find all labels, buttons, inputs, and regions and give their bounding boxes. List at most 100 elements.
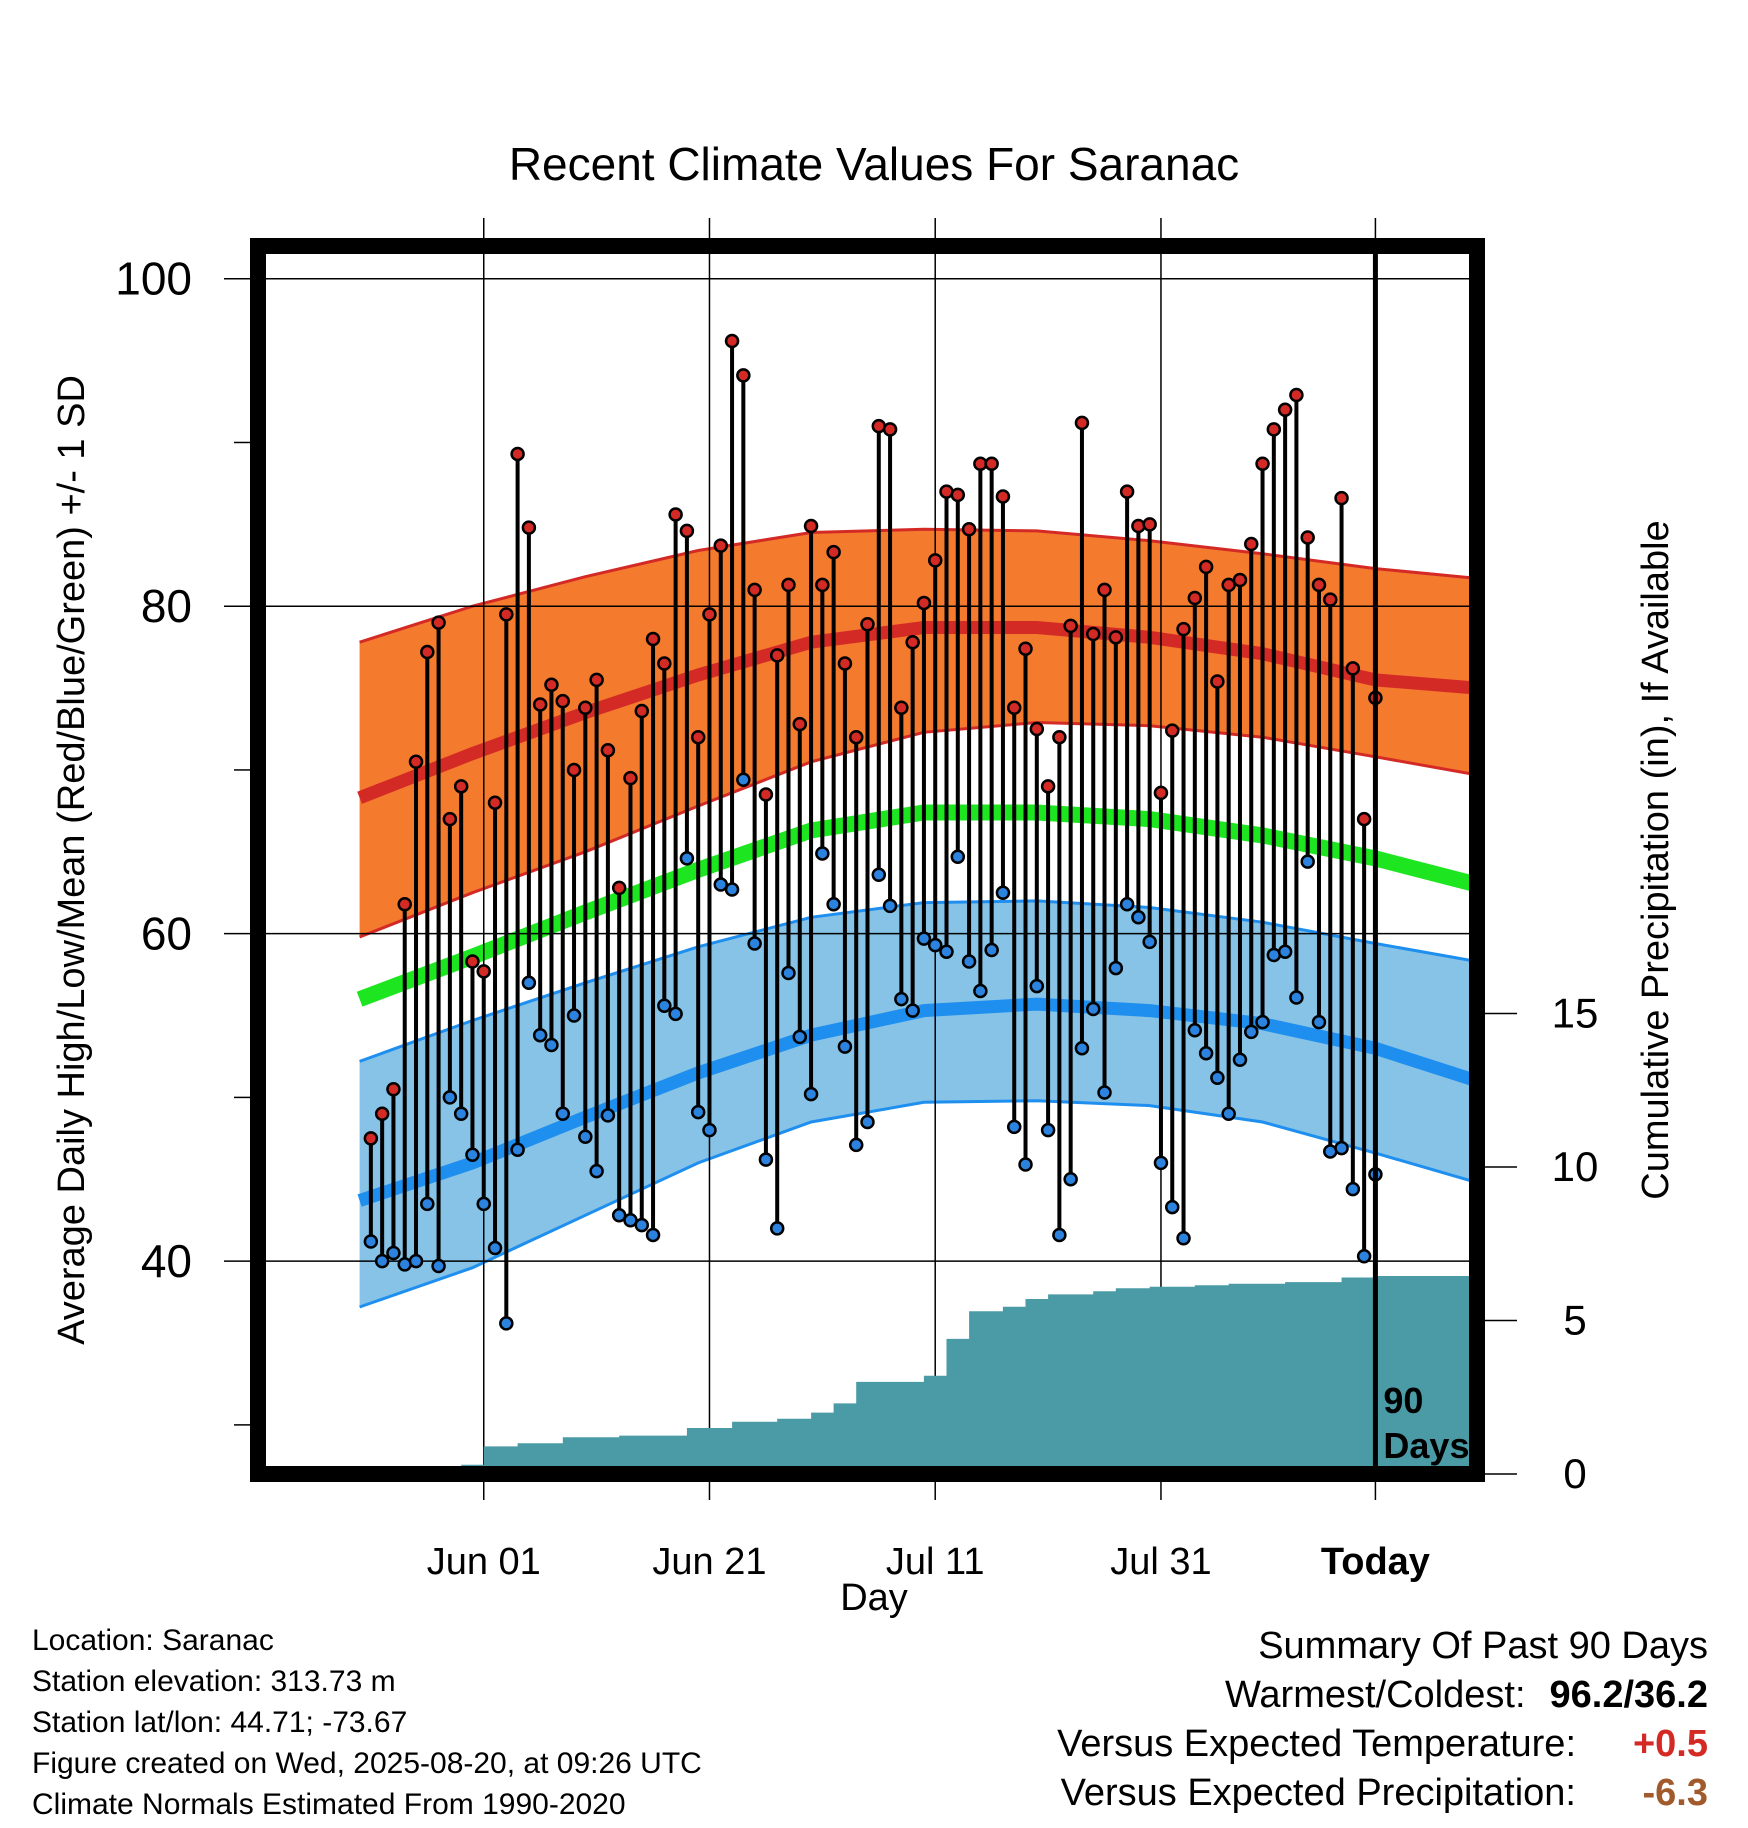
low-point [894, 991, 909, 1007]
high-point [1018, 641, 1033, 657]
high-point [1176, 621, 1191, 637]
low-point [600, 1108, 616, 1123]
low-point [1300, 854, 1315, 869]
low-point [510, 1142, 525, 1158]
high-point [386, 1081, 401, 1097]
high-point [431, 615, 446, 630]
low-point [1210, 1070, 1225, 1086]
high-point [1085, 626, 1101, 642]
low-normal-line [357, 997, 1477, 1207]
low-point [1187, 1023, 1203, 1038]
low-point [1085, 1001, 1101, 1017]
high-band-upper-edge [359, 527, 1477, 644]
summary-precipitation: Versus Expected Precipitation: -6.3 [1057, 1769, 1708, 1818]
summary-panel: Summary Of Past 90 Days Warmest/Coldest:… [1057, 1622, 1708, 1818]
high-point [442, 811, 458, 827]
high-point [1266, 422, 1282, 437]
low-point [465, 1147, 480, 1162]
high-point [905, 634, 920, 650]
low-point [1142, 934, 1157, 950]
low-point [1289, 990, 1304, 1005]
low-point [758, 1152, 774, 1167]
high-point [758, 787, 774, 802]
low-point [453, 1106, 469, 1122]
low-point [1311, 1014, 1327, 1030]
low-point [1153, 1155, 1169, 1171]
x-tick-label: Jul 11 [886, 1541, 985, 1583]
low-point [950, 849, 966, 864]
low-point [781, 965, 796, 981]
low-point [1006, 1119, 1022, 1135]
low-point [939, 944, 954, 959]
low-point [408, 1253, 424, 1269]
precipitation-value: -6.3 [1642, 1772, 1708, 1814]
y-tick-label: 40 [141, 1235, 192, 1287]
high-point [803, 518, 819, 534]
low-point [1356, 1248, 1372, 1264]
high-point [1277, 402, 1293, 417]
created-text: Figure created on Wed, 2025-08-20, at 09… [32, 1747, 702, 1780]
high-point [1198, 559, 1214, 575]
daily-range-sticks [363, 333, 1383, 1331]
high-point [1255, 456, 1270, 472]
low-point [860, 1114, 875, 1130]
high-point [408, 754, 424, 770]
high-point [555, 693, 570, 709]
high-point [499, 607, 514, 622]
high-point [882, 422, 898, 437]
high-point [1232, 572, 1248, 588]
high-point [848, 729, 864, 745]
low-point [769, 1221, 785, 1236]
high-point [736, 368, 751, 383]
high-point [668, 507, 683, 522]
low-point [589, 1163, 604, 1179]
low-point [1277, 944, 1293, 959]
summary-warmest-coldest: Warmest/Coldest: 96.2/36.2 [1057, 1671, 1708, 1720]
high-point [1244, 536, 1259, 552]
x-tick-label: Jun 01 [427, 1541, 541, 1583]
right-tick-label: 5 [1563, 1297, 1586, 1344]
low-point [848, 1137, 864, 1153]
low-point [566, 1008, 582, 1023]
high-point [487, 795, 503, 810]
low-point [374, 1253, 390, 1269]
low-point [1108, 960, 1124, 976]
high-point [826, 544, 841, 560]
summary-heading: Summary Of Past 90 Days [1258, 1625, 1708, 1667]
low-point [679, 851, 695, 866]
high-point [645, 631, 661, 647]
low-point [690, 1104, 706, 1120]
low-point [1119, 896, 1135, 912]
high-point [1097, 582, 1112, 598]
low-point [1345, 1181, 1361, 1197]
low-point [363, 1234, 379, 1249]
high-point [657, 656, 672, 671]
low-point [724, 882, 740, 897]
right-tick-label: 0 [1563, 1450, 1586, 1497]
today-days-label: 90 [1383, 1380, 1423, 1421]
high-point [792, 716, 808, 732]
low-point [747, 936, 762, 951]
low-point [634, 1217, 650, 1233]
high-point [1006, 700, 1022, 715]
low-point [815, 846, 830, 861]
high-point [589, 672, 604, 688]
low-point [1052, 1227, 1067, 1243]
high-point [1153, 785, 1169, 801]
high-point [453, 779, 469, 794]
high-point [984, 456, 999, 472]
latlon-text: Station lat/lon: 44.71; -73.67 [32, 1706, 408, 1739]
high-point [860, 616, 875, 632]
low-point [803, 1086, 819, 1102]
low-point [1255, 1014, 1270, 1030]
low-point [927, 937, 943, 953]
low-point [431, 1258, 446, 1274]
low-point [1063, 1172, 1078, 1187]
y-tick-label: 100 [115, 253, 192, 305]
x-axis-label: Day [840, 1577, 908, 1619]
high-point [1356, 811, 1372, 827]
low-point [544, 1037, 559, 1053]
low-point [1131, 910, 1146, 925]
high-point [1063, 618, 1078, 634]
low-point [476, 1196, 491, 1212]
